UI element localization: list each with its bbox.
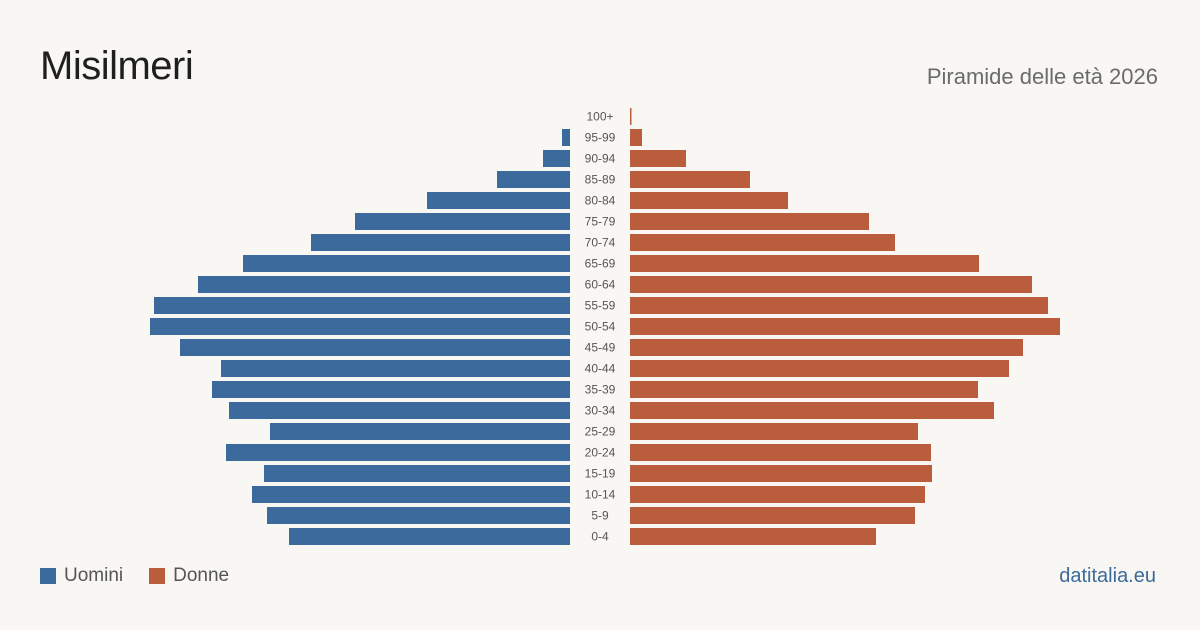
- age-label-85-89: 85-89: [585, 173, 616, 187]
- source-link[interactable]: datitalia.eu: [1059, 565, 1156, 587]
- bar-female-10-14: [630, 486, 925, 503]
- bar-male-25-29: [270, 423, 570, 440]
- age-label-25-29: 25-29: [585, 425, 616, 439]
- bar-female-70-74: [630, 234, 895, 251]
- legend-item-male: Uomini: [40, 565, 123, 587]
- bar-female-60-64: [630, 276, 1032, 293]
- age-label-75-79: 75-79: [585, 215, 616, 229]
- legend-item-female: Donne: [149, 565, 229, 587]
- age-label-95-99: 95-99: [585, 131, 616, 145]
- age-label-90-94: 90-94: [585, 152, 616, 166]
- bar-female-80-84: [630, 192, 788, 209]
- age-label-30-34: 30-34: [585, 404, 616, 418]
- bar-female-25-29: [630, 423, 918, 440]
- bar-male-20-24: [226, 444, 570, 461]
- bar-female-35-39: [630, 381, 978, 398]
- age-label-65-69: 65-69: [585, 257, 616, 271]
- bar-male-60-64: [198, 276, 570, 293]
- age-label-45-49: 45-49: [585, 341, 616, 355]
- bar-male-35-39: [212, 381, 570, 398]
- bar-female-85-89: [630, 171, 750, 188]
- bar-male-30-34: [229, 402, 570, 419]
- bar-male-65-69: [243, 255, 570, 272]
- bar-female-30-34: [630, 402, 994, 419]
- age-label-100+: 100+: [586, 110, 613, 124]
- legend-swatch-male: [40, 568, 56, 584]
- bar-male-85-89: [497, 171, 570, 188]
- bar-female-5-9: [630, 507, 915, 524]
- bar-female-100+: [630, 108, 632, 125]
- age-label-80-84: 80-84: [585, 194, 616, 208]
- age-label-70-74: 70-74: [585, 236, 616, 250]
- bar-female-50-54: [630, 318, 1060, 335]
- bar-male-50-54: [150, 318, 570, 335]
- chart-subtitle: Piramide delle età 2026: [926, 64, 1158, 89]
- age-label-20-24: 20-24: [585, 446, 616, 460]
- bar-female-45-49: [630, 339, 1023, 356]
- bar-female-75-79: [630, 213, 869, 230]
- bar-male-40-44: [221, 360, 570, 377]
- age-label-50-54: 50-54: [585, 320, 616, 334]
- legend-label-female: Donne: [173, 565, 230, 586]
- bar-male-80-84: [427, 192, 570, 209]
- bar-female-15-19: [630, 465, 932, 482]
- bar-male-15-19: [264, 465, 570, 482]
- bar-male-55-59: [154, 297, 570, 314]
- age-label-40-44: 40-44: [585, 362, 616, 376]
- age-label-5-9: 5-9: [591, 509, 609, 523]
- bar-male-0-4: [289, 528, 570, 545]
- age-label-10-14: 10-14: [585, 488, 616, 502]
- bar-male-95-99: [562, 129, 570, 146]
- age-label-60-64: 60-64: [585, 278, 616, 292]
- bar-female-20-24: [630, 444, 931, 461]
- bar-male-10-14: [252, 486, 570, 503]
- legend: Uomini Donne: [40, 565, 229, 587]
- bar-female-90-94: [630, 150, 686, 167]
- age-label-35-39: 35-39: [585, 383, 616, 397]
- bar-female-0-4: [630, 528, 876, 545]
- bar-male-90-94: [543, 150, 570, 167]
- legend-label-male: Uomini: [64, 565, 124, 586]
- bar-female-65-69: [630, 255, 979, 272]
- age-label-15-19: 15-19: [585, 467, 616, 481]
- legend-swatch-female: [149, 568, 166, 584]
- bar-male-75-79: [355, 213, 570, 230]
- bar-female-95-99: [630, 129, 642, 146]
- chart-title: Misilmeri: [40, 44, 194, 88]
- bar-male-45-49: [180, 339, 570, 356]
- age-label-0-4: 0-4: [591, 530, 609, 544]
- bar-female-40-44: [630, 360, 1009, 377]
- bar-female-55-59: [630, 297, 1048, 314]
- bar-male-5-9: [267, 507, 570, 524]
- bar-male-70-74: [311, 234, 570, 251]
- age-label-55-59: 55-59: [585, 299, 616, 313]
